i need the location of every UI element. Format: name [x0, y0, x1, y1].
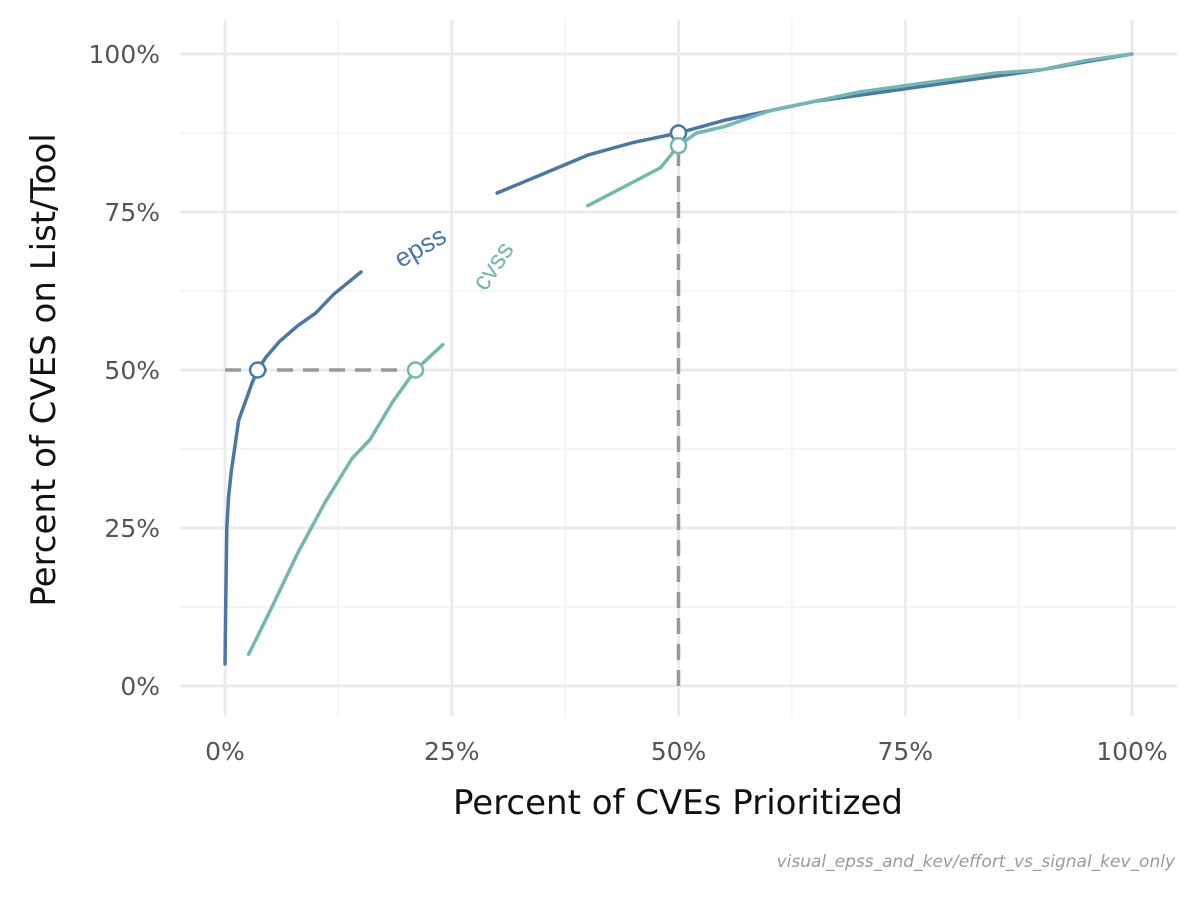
- series-markers: [248, 124, 688, 379]
- caption: visual_epss_and_kev/effort_vs_signal_kev…: [777, 852, 1176, 872]
- x-tick-label: 25%: [424, 737, 480, 766]
- y-tick-label: 50%: [104, 356, 160, 385]
- series-labels: epss cvss: [389, 220, 520, 296]
- marker-cvss: [669, 136, 688, 155]
- y-axis-title: Percent of CVES on List/Tool: [24, 133, 64, 606]
- marker-epss: [248, 361, 267, 379]
- y-tick-label: 0%: [120, 672, 160, 701]
- series-line-epss: [223, 270, 363, 666]
- x-axis-title: Percent of CVEs Prioritized: [453, 783, 903, 823]
- y-tick-label: 75%: [104, 198, 160, 227]
- series-label-cvss: cvss: [466, 236, 520, 296]
- x-tick-label: 0%: [205, 737, 245, 766]
- tick-labels: 0% 25% 50% 75% 100% 0% 25% 50% 75% 100%: [89, 40, 1168, 766]
- x-tick-label: 100%: [1096, 737, 1167, 766]
- x-tick-label: 50%: [651, 737, 707, 766]
- series-line-epss: [495, 52, 1134, 195]
- y-tick-label: 100%: [89, 40, 160, 69]
- y-tick-label: 25%: [104, 514, 160, 543]
- x-tick-label: 75%: [877, 737, 933, 766]
- series-label-epss: epss: [389, 220, 452, 273]
- series-line-cvss: [246, 342, 445, 657]
- marker-cvss: [406, 361, 425, 379]
- series-line-cvss: [586, 52, 1134, 208]
